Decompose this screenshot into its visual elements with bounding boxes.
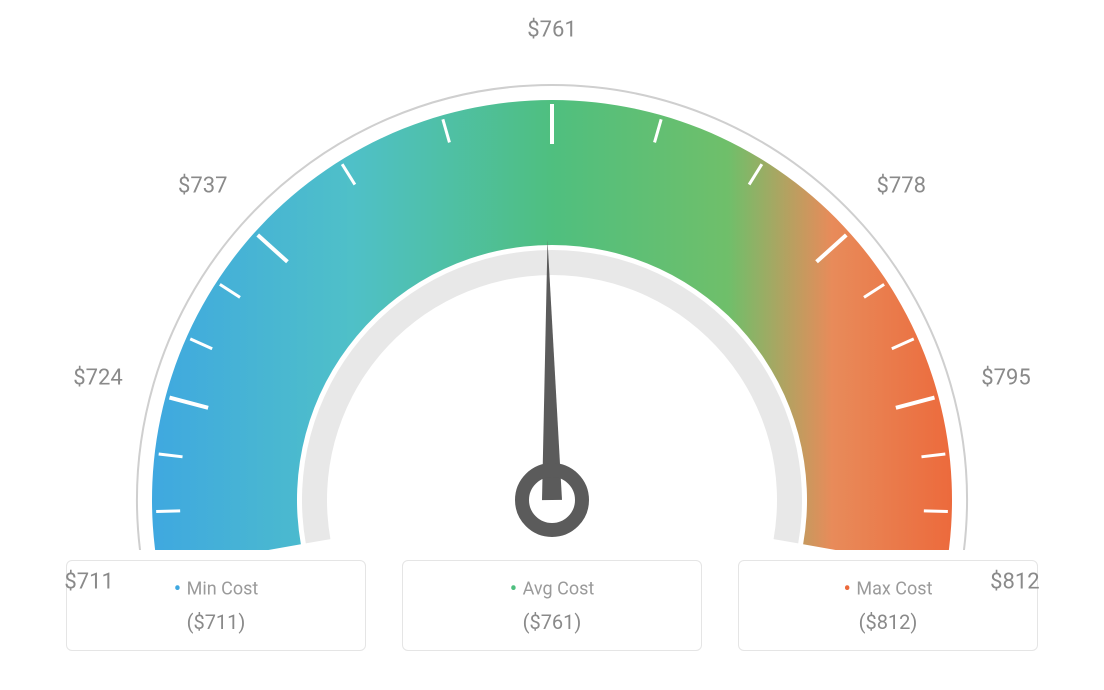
gauge-tick-label: $711 <box>64 569 113 594</box>
tick-minor <box>924 511 948 512</box>
legend-card-avg: Avg Cost ($761) <box>402 560 702 651</box>
tick-minor <box>156 511 180 512</box>
legend-max-value: ($812) <box>739 610 1037 634</box>
legend-avg-title: Avg Cost <box>403 577 701 602</box>
gauge-chart: $711$724$737$761$778$795$812 <box>0 0 1104 550</box>
gauge-tick-label: $761 <box>527 18 576 43</box>
gauge-tick-label: $724 <box>73 366 122 391</box>
gauge-svg <box>0 0 1104 550</box>
legend-min-value: ($711) <box>67 610 365 634</box>
gauge-tick-label: $778 <box>877 173 926 198</box>
gauge-tick-label: $812 <box>990 569 1039 594</box>
legend-row: Min Cost ($711) Avg Cost ($761) Max Cost… <box>0 560 1104 651</box>
gauge-tick-label: $795 <box>981 366 1030 391</box>
gauge-tick-label: $737 <box>178 173 227 198</box>
gauge-needle <box>542 240 562 500</box>
legend-avg-value: ($761) <box>403 610 701 634</box>
